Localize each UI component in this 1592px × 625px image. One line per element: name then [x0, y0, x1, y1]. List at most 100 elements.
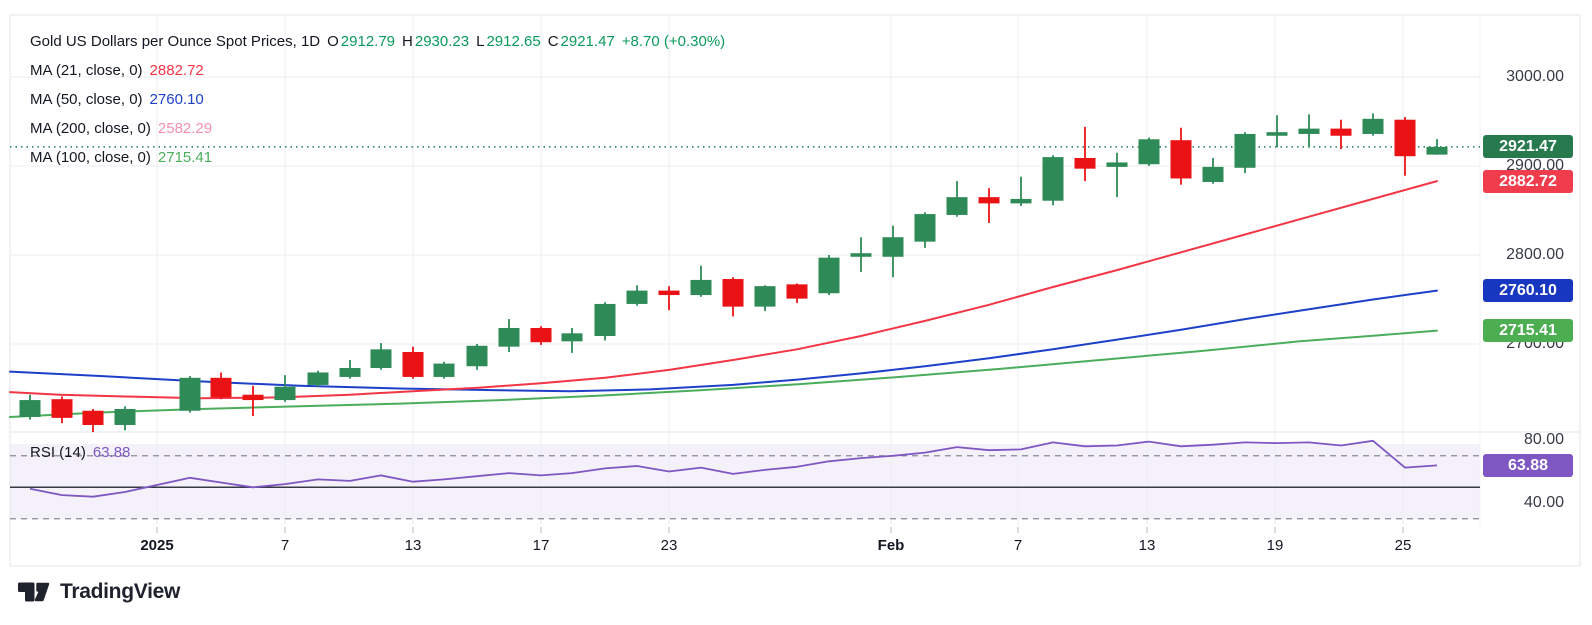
price-badge: 2882.72 — [1483, 169, 1573, 193]
candle-body — [402, 352, 424, 377]
tradingview-logo-icon — [18, 582, 50, 602]
ma21-label: MA (21, close, 0) — [30, 62, 143, 79]
price-badge: 63.88 — [1483, 453, 1573, 477]
candle-body — [658, 290, 680, 296]
high-value: 2930.23 — [414, 33, 470, 50]
ohlc-high: H 2930.23 — [402, 33, 469, 50]
price-badge: 2715.41 — [1483, 318, 1573, 342]
candle-body — [114, 408, 136, 425]
time-axis-label: 25 — [1394, 537, 1412, 554]
ma-line-100 — [9, 329, 1438, 418]
ma200-legend-row[interactable]: MA (200, close, 0) 2582.29 — [30, 119, 212, 138]
time-axis-label: 17 — [532, 537, 550, 554]
candle-body — [786, 284, 808, 299]
time-axis-label: 23 — [660, 537, 678, 554]
ma200-label: MA (200, close, 0) — [30, 120, 151, 137]
price-axis-label: 3000.00 — [1506, 68, 1564, 85]
candle-body — [1362, 118, 1384, 134]
candle-body — [594, 303, 616, 336]
time-axis-label: 7 — [1013, 537, 1023, 554]
candle-body — [179, 377, 201, 411]
time-axis-label: 19 — [1266, 537, 1284, 554]
symbol-title: Gold US Dollars per Ounce Spot Prices, 1… — [30, 33, 321, 50]
candle-body — [626, 290, 648, 304]
rsi-line — [29, 439, 1438, 498]
ma100-legend-row[interactable]: MA (100, close, 0) 2715.41 — [30, 148, 212, 167]
candle-body — [754, 286, 776, 307]
candle-body — [1234, 133, 1256, 168]
candle-body — [1330, 128, 1352, 136]
candle-body — [1170, 140, 1192, 179]
candle-body — [466, 345, 488, 367]
rsi-label: RSI (14) — [30, 444, 86, 461]
ohlc-open: O 2912.79 — [327, 33, 395, 50]
low-value: 2912.65 — [486, 33, 541, 50]
candle-body — [1298, 128, 1320, 134]
ma200-value: 2582.29 — [157, 120, 213, 137]
candle-body — [561, 333, 583, 342]
candle-body — [978, 197, 1000, 204]
price-axis-label: 80.00 — [1523, 431, 1564, 448]
candle-body — [850, 253, 872, 257]
ma50-legend-row[interactable]: MA (50, close, 0) 2760.10 — [30, 90, 204, 109]
candle-body — [914, 214, 936, 242]
tradingview-logo[interactable]: TradingView — [17, 580, 180, 604]
candle-body — [882, 237, 904, 257]
ma50-value: 2760.10 — [149, 91, 204, 108]
time-axis-label: 7 — [280, 537, 290, 554]
time-axis-label: 13 — [404, 537, 422, 554]
price-axis-label: 2900.00 — [1506, 157, 1564, 174]
candle-body — [1394, 119, 1416, 157]
ma100-label: MA (100, close, 0) — [30, 149, 151, 166]
candle-body — [1042, 157, 1064, 201]
low-prefix: L — [476, 33, 485, 50]
candle-body — [946, 197, 968, 215]
ma100-value: 2715.41 — [157, 149, 213, 166]
change-value: +8.70 (+0.30%) — [621, 33, 726, 50]
candle-body — [19, 400, 41, 417]
price-badge: 2921.47 — [1483, 135, 1573, 159]
rsi-band — [10, 444, 1480, 519]
close-value: 2921.47 — [560, 33, 615, 50]
candle-body — [1426, 146, 1448, 155]
ohlc-low: L 2912.65 — [476, 33, 541, 50]
candle-body — [530, 327, 552, 343]
candle-body — [1266, 132, 1288, 136]
candle-body — [307, 372, 329, 385]
time-axis-label: Feb — [877, 537, 905, 554]
ma21-legend-row[interactable]: MA (21, close, 0) 2882.72 — [30, 61, 204, 80]
candle-body — [433, 363, 455, 377]
time-axis-label: 2025 — [140, 537, 174, 554]
candle-body — [1010, 198, 1032, 204]
candle-body — [370, 349, 392, 369]
open-prefix: O — [327, 33, 339, 50]
candle-body — [274, 386, 296, 401]
symbol-legend-row[interactable]: Gold US Dollars per Ounce Spot Prices, 1… — [30, 32, 725, 51]
candle-body — [498, 327, 520, 347]
ma21-value: 2882.72 — [149, 62, 204, 79]
high-prefix: H — [402, 33, 413, 50]
open-value: 2912.79 — [340, 33, 396, 50]
candle-body — [210, 377, 232, 398]
ma-line-50 — [9, 289, 1438, 393]
candle-body — [1202, 166, 1224, 183]
rsi-legend-row[interactable]: RSI (14) 63.88 — [30, 443, 130, 462]
candle-body — [339, 368, 361, 377]
candle-body — [722, 279, 744, 307]
candle-body — [1106, 162, 1128, 167]
close-prefix: C — [547, 33, 559, 50]
candle-body — [1074, 157, 1096, 169]
candle-body — [51, 399, 73, 418]
time-axis-label: 13 — [1138, 537, 1156, 554]
price-badge: 2760.10 — [1483, 279, 1573, 302]
ma50-label: MA (50, close, 0) — [30, 91, 143, 108]
candle-body — [242, 394, 264, 401]
price-axis-label: 40.00 — [1523, 494, 1564, 511]
candle-body — [690, 279, 712, 296]
price-axis-label: 2800.00 — [1506, 246, 1564, 263]
candle-body — [1138, 139, 1160, 165]
ohlc-close: C 2921.47 — [548, 33, 615, 50]
candle-body — [82, 410, 104, 425]
